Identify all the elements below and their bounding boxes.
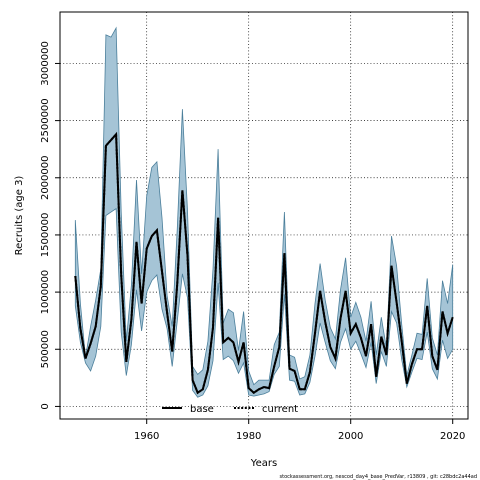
legend-base-label: base xyxy=(190,404,214,415)
y-tick-label: 2500000 xyxy=(40,98,51,143)
y-tick-label: 3000000 xyxy=(40,41,51,86)
y-tick-label: 1000000 xyxy=(40,270,51,315)
x-tick-label: 2020 xyxy=(440,431,465,442)
legend: base current xyxy=(162,404,298,415)
y-tick-label: 0 xyxy=(40,403,51,409)
legend-current-label: current xyxy=(262,404,298,415)
y-axis: 0 500000 1000000 1500000 2000000 2500000 30000… xyxy=(40,41,60,410)
y-tick-label: 2000000 xyxy=(40,155,51,200)
x-axis-title: Years xyxy=(250,458,277,469)
y-tick-label: 500000 xyxy=(40,330,51,368)
plot-frame xyxy=(59,11,469,420)
confidence-band xyxy=(74,26,454,398)
x-tick-label: 1960 xyxy=(134,431,159,442)
x-axis: 1960 1980 2000 2020 xyxy=(134,419,465,442)
x-tick-label: 1980 xyxy=(236,431,261,442)
x-tick-label: 2000 xyxy=(338,431,363,442)
y-tick-label: 1500000 xyxy=(40,213,51,258)
footer-note: stockassessment.org, nescod_day4_base_Pr… xyxy=(280,474,477,480)
y-axis-title: Recruits (age 3) xyxy=(14,176,25,256)
series-current-line xyxy=(74,131,454,395)
